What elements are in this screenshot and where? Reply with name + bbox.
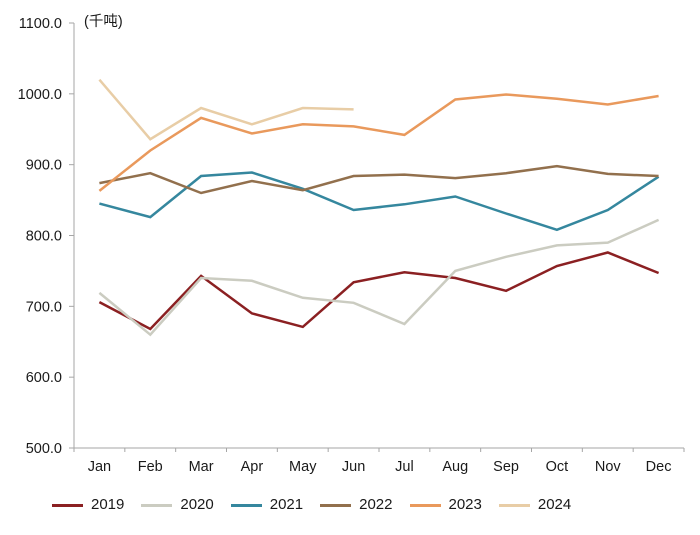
legend-swatch-2021 xyxy=(230,503,262,507)
x-tick-label-Jan: Jan xyxy=(88,459,111,475)
y-tick-label: 500.0 xyxy=(26,441,62,457)
legend-label-2023: 2023 xyxy=(448,496,482,513)
y-tick-label: 800.0 xyxy=(26,229,62,245)
y-tick-label: 600.0 xyxy=(26,370,62,386)
x-tick-label-Jun: Jun xyxy=(342,459,365,475)
x-tick-label-Aug: Aug xyxy=(442,459,468,475)
series-line-2019 xyxy=(98,251,660,331)
legend-swatch-2024 xyxy=(498,503,530,507)
legend-item-2020: 2020 xyxy=(141,496,214,513)
legend-label-2019: 2019 xyxy=(91,496,125,513)
chart-legend: 2019 2020 2021 2022 2023 2024 xyxy=(52,497,571,513)
legend-swatch-2020 xyxy=(141,503,173,507)
x-tick-label-Jul: Jul xyxy=(395,459,414,475)
chart-unit-label: (千吨) xyxy=(84,14,123,30)
legend-swatch-2022 xyxy=(320,503,352,507)
y-tick-label: 1100.0 xyxy=(19,16,62,32)
legend-label-2021: 2021 xyxy=(269,496,304,513)
y-tick-label: 1000.0 xyxy=(18,87,62,103)
series-line-2023 xyxy=(98,93,659,192)
legend-label-2020: 2020 xyxy=(180,496,214,513)
legend-item-2021: 2021 xyxy=(230,496,304,513)
x-tick-label-Mar: Mar xyxy=(189,459,214,475)
legend-item-2022: 2022 xyxy=(320,496,393,513)
legend-label-2022: 2022 xyxy=(359,496,393,513)
x-tick-label-May: May xyxy=(289,459,317,475)
legend-item-2024: 2024 xyxy=(498,496,572,513)
series-line-2022 xyxy=(99,164,659,195)
series-line-2020 xyxy=(98,218,660,337)
x-tick-label-Dec: Dec xyxy=(646,459,672,475)
y-tick-label: 700.0 xyxy=(26,299,62,315)
series-line-2021 xyxy=(99,171,660,232)
legend-item-2023: 2023 xyxy=(409,496,482,513)
legend-swatch-2019 xyxy=(52,503,83,507)
legend-swatch-2023 xyxy=(409,503,441,507)
x-tick-label-Feb: Feb xyxy=(138,459,163,475)
series-line-2024 xyxy=(98,78,354,141)
x-tick-label-Apr: Apr xyxy=(241,459,264,475)
y-tick-label: 900.0 xyxy=(26,158,62,174)
legend-item-2019: 2019 xyxy=(52,497,124,513)
x-tick-label-Nov: Nov xyxy=(595,459,622,475)
x-tick-label-Sep: Sep xyxy=(493,459,519,475)
legend-label-2024: 2024 xyxy=(537,496,572,513)
x-tick-label-Oct: Oct xyxy=(546,459,569,475)
